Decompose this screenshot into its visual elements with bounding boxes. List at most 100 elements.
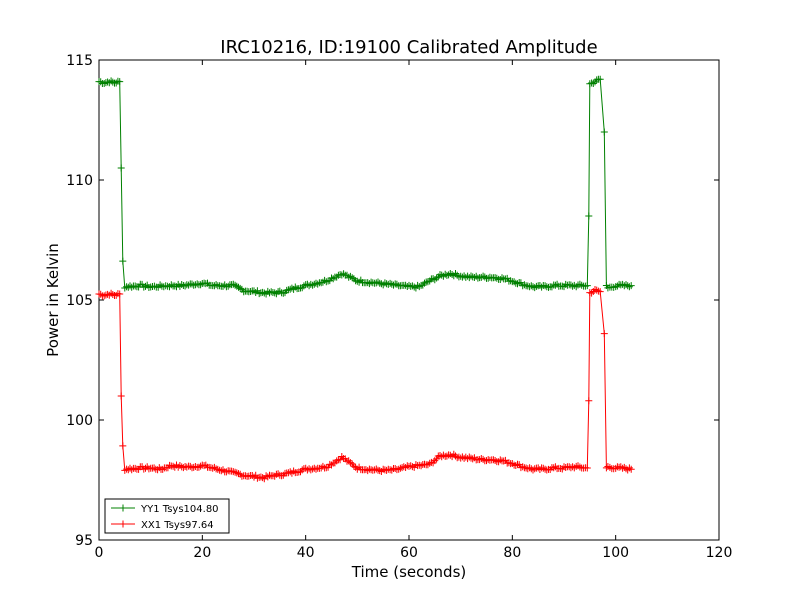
data-point-marker <box>336 456 344 464</box>
data-point-marker <box>348 274 356 282</box>
data-point-marker <box>441 270 449 278</box>
data-point-marker <box>123 465 131 473</box>
data-point-marker <box>507 277 515 285</box>
data-point-marker <box>541 282 549 290</box>
data-point-marker <box>417 462 425 470</box>
data-point-marker <box>116 290 124 298</box>
data-point-marker <box>116 78 124 86</box>
data-point-marker <box>231 468 239 476</box>
legend-label: YY1 Tsys104.80 <box>140 504 219 515</box>
data-point-marker <box>448 271 456 278</box>
data-point-marker <box>589 80 597 87</box>
data-point-marker <box>322 278 330 286</box>
x-tick-label: 60 <box>400 545 418 561</box>
y-tick-label: 100 <box>66 413 93 429</box>
data-point-marker <box>450 450 458 458</box>
data-point-marker <box>264 473 272 481</box>
data-point-marker <box>453 271 461 279</box>
legend: YY1 Tsys104.80 XX1 Tsys97.64 <box>104 498 230 534</box>
data-point-marker <box>498 274 506 282</box>
data-point-marker <box>593 76 601 84</box>
data-point-marker <box>600 128 608 136</box>
data-point-marker <box>224 282 232 290</box>
data-point-marker <box>613 282 621 290</box>
data-point-marker <box>131 464 139 472</box>
data-point-marker <box>612 464 620 472</box>
data-point-marker <box>121 284 129 292</box>
x-tick-label: 80 <box>503 545 521 561</box>
data-point-marker <box>119 442 127 450</box>
data-point-marker <box>412 461 420 469</box>
data-point-marker <box>576 280 584 288</box>
data-point-marker <box>283 286 291 294</box>
data-point-marker <box>112 79 120 87</box>
data-point-marker <box>395 465 403 473</box>
data-point-marker <box>431 457 439 465</box>
data-point-marker <box>495 458 503 466</box>
data-point-marker <box>390 281 397 289</box>
data-point-marker <box>396 464 404 472</box>
data-point-marker <box>585 212 593 220</box>
data-point-marker <box>131 282 139 290</box>
data-point-marker <box>159 465 167 473</box>
data-point-marker <box>519 463 527 471</box>
data-point-marker <box>421 279 428 287</box>
data-point-marker <box>367 278 375 286</box>
series-yy1 <box>95 75 635 298</box>
data-point-marker <box>169 462 177 470</box>
data-point-marker <box>329 275 337 283</box>
data-point-marker <box>197 281 205 289</box>
data-point-marker <box>112 291 120 299</box>
data-point-marker <box>424 278 432 286</box>
chart-title: IRC10216, ID:19100 Calibrated Amplitude <box>220 37 597 58</box>
legend-marker <box>119 504 127 512</box>
data-point-marker <box>142 282 149 290</box>
x-tick-label: 20 <box>193 545 211 561</box>
data-point-marker <box>627 465 635 473</box>
x-tick-label: 100 <box>602 545 629 561</box>
data-point-marker <box>119 257 127 265</box>
data-point-marker <box>286 468 294 476</box>
legend-marker <box>119 520 127 528</box>
data-point-marker <box>505 459 513 467</box>
data-point-marker <box>121 466 129 474</box>
data-point-marker <box>372 465 380 473</box>
data-point-marker <box>469 455 477 463</box>
data-point-marker <box>365 465 373 473</box>
data-point-marker <box>333 457 341 465</box>
data-point-marker <box>326 460 334 468</box>
series-layer <box>95 75 635 483</box>
data-point-marker <box>433 455 441 463</box>
data-point-marker <box>551 281 559 289</box>
data-point-marker <box>531 465 539 473</box>
data-point-marker <box>346 459 354 467</box>
data-point-marker <box>514 280 521 288</box>
x-tick-label: 120 <box>706 545 733 561</box>
y-tick-label: 115 <box>66 53 93 69</box>
data-point-marker <box>469 273 477 281</box>
data-point-marker <box>452 452 459 460</box>
data-point-marker <box>312 465 320 473</box>
series-xx1 <box>95 286 635 483</box>
data-point-marker <box>452 270 459 277</box>
data-point-marker <box>290 467 298 475</box>
data-point-marker <box>596 288 604 296</box>
data-point-marker <box>328 274 335 282</box>
data-point-marker <box>100 80 108 87</box>
x-tick-label: 40 <box>297 545 315 561</box>
data-point-marker <box>583 464 591 472</box>
data-point-marker <box>627 282 635 290</box>
data-point-marker <box>271 289 279 297</box>
data-point-marker <box>117 392 125 400</box>
data-point-marker <box>572 462 580 470</box>
data-point-marker <box>222 468 230 476</box>
data-point-marker <box>583 282 591 290</box>
data-point-marker <box>319 462 327 470</box>
data-point-marker <box>600 330 608 338</box>
data-point-marker <box>576 463 584 471</box>
data-point-marker <box>591 286 599 293</box>
data-point-marker <box>156 281 164 289</box>
data-point-marker <box>491 274 499 282</box>
data-point-marker <box>291 283 299 291</box>
